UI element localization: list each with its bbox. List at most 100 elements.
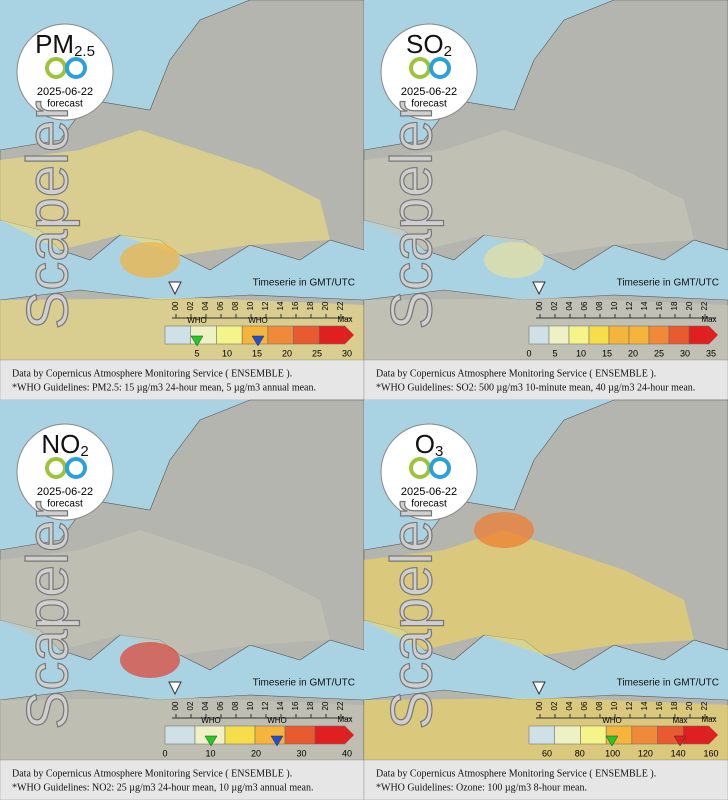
time-label: 18	[670, 301, 679, 310]
legend-box	[314, 725, 346, 745]
time-label: 16	[655, 301, 664, 310]
max-label: Max	[337, 715, 352, 724]
legend-box	[568, 325, 590, 345]
legend-box	[548, 325, 570, 345]
legend-box	[608, 325, 630, 345]
legend-box	[648, 325, 670, 345]
scale-label: 60	[542, 748, 552, 758]
legend-box	[254, 725, 286, 745]
marker	[251, 335, 265, 347]
scale-label: 20	[251, 748, 261, 758]
time-label: 10	[246, 301, 255, 310]
marker	[270, 735, 284, 747]
pollutant-title: PM2.5	[35, 29, 95, 60]
caption-guideline: *WHO Guidelines: Ozone: 100 µg/m3 8-hour…	[376, 782, 587, 793]
legend-box	[224, 725, 256, 745]
scale-label: 15	[602, 348, 612, 358]
scale-label: 0	[526, 348, 531, 358]
time-label: 20	[321, 301, 330, 310]
time-pointer	[532, 281, 546, 296]
time-label: 10	[610, 701, 619, 710]
time-label: 12	[625, 301, 634, 310]
forecast-label: forecast	[411, 499, 447, 510]
forecast-date: 2025-06-22	[37, 486, 93, 498]
pollutant-name: PM	[35, 29, 74, 59]
legend-box	[528, 325, 550, 345]
caption-source: Data by Copernicus Atmosphere Monitoring…	[376, 768, 656, 779]
scale-label: 30	[680, 348, 690, 358]
scale-label: 20	[628, 348, 638, 358]
logo-ring-blue	[65, 57, 87, 79]
marker-label: Max	[672, 716, 687, 725]
time-label: 16	[291, 701, 300, 710]
timeserie-label: Timeserie in GMT/UTC	[253, 678, 355, 689]
time-label: 22	[336, 701, 345, 710]
time-label: 10	[610, 301, 619, 310]
legend-box	[554, 725, 581, 745]
time-label: 00	[535, 701, 544, 710]
pollutant-subscript: 3	[435, 443, 443, 460]
legend-box	[216, 325, 243, 345]
scale-label: 10	[576, 348, 586, 358]
time-label: 20	[685, 301, 694, 310]
timeserie-label: Timeserie in GMT/UTC	[617, 678, 719, 689]
time-pointer	[532, 681, 546, 696]
legend-box	[688, 325, 710, 345]
legend-box	[528, 725, 555, 745]
time-pointer	[168, 281, 182, 296]
scale-label: 100	[605, 748, 620, 758]
pollution-tint	[0, 130, 364, 360]
legend-box	[668, 325, 690, 345]
legend-box	[631, 725, 658, 745]
time-label: 06	[580, 701, 589, 710]
time-label: 22	[336, 301, 345, 310]
time-label: 02	[186, 701, 195, 710]
time-label: 18	[670, 701, 679, 710]
time-label: 20	[685, 701, 694, 710]
hotspot	[120, 642, 180, 678]
time-label: 04	[201, 301, 210, 310]
time-label: 14	[640, 701, 649, 710]
legend-box	[164, 325, 191, 345]
pollution-tint	[0, 530, 364, 760]
time-label: 02	[550, 301, 559, 310]
hotspot	[474, 512, 534, 548]
time-label: 22	[700, 301, 709, 310]
brand: Scapeler	[379, 501, 444, 730]
forecast-date: 2025-06-22	[401, 86, 457, 98]
timeserie-label: Timeserie in GMT/UTC	[253, 278, 355, 289]
caption-source: Data by Copernicus Atmosphere Monitoring…	[12, 768, 292, 779]
time-label: 02	[550, 701, 559, 710]
pollutant-title: NO2	[41, 429, 88, 460]
scale-label: 5	[194, 348, 199, 358]
time-label: 16	[291, 301, 300, 310]
pollutant-subscript: 2	[444, 43, 452, 60]
time-label: 04	[201, 701, 210, 710]
time-label: 02	[186, 301, 195, 310]
time-label: 20	[321, 701, 330, 710]
time-label: 00	[535, 301, 544, 310]
time-label: 08	[595, 301, 604, 310]
scale-label: 80	[575, 748, 585, 758]
pollution-tint	[364, 130, 728, 360]
time-label: 06	[216, 301, 225, 310]
time-pointer	[168, 681, 182, 696]
marker-label: WHO	[267, 716, 287, 725]
scale-label: 20	[282, 348, 292, 358]
legend-arrow	[345, 726, 354, 744]
logo-ring-blue	[429, 457, 451, 479]
scale-label: 120	[638, 748, 653, 758]
caption-box	[0, 359, 365, 401]
scale-label: 140	[671, 748, 686, 758]
marker	[190, 335, 204, 347]
forecast-label: forecast	[411, 99, 447, 110]
hotspot	[120, 242, 180, 278]
logo-ring-blue	[65, 457, 87, 479]
time-label: 18	[306, 301, 315, 310]
scale-label: 10	[205, 748, 215, 758]
caption-source: Data by Copernicus Atmosphere Monitoring…	[376, 368, 656, 379]
marker	[605, 735, 619, 747]
